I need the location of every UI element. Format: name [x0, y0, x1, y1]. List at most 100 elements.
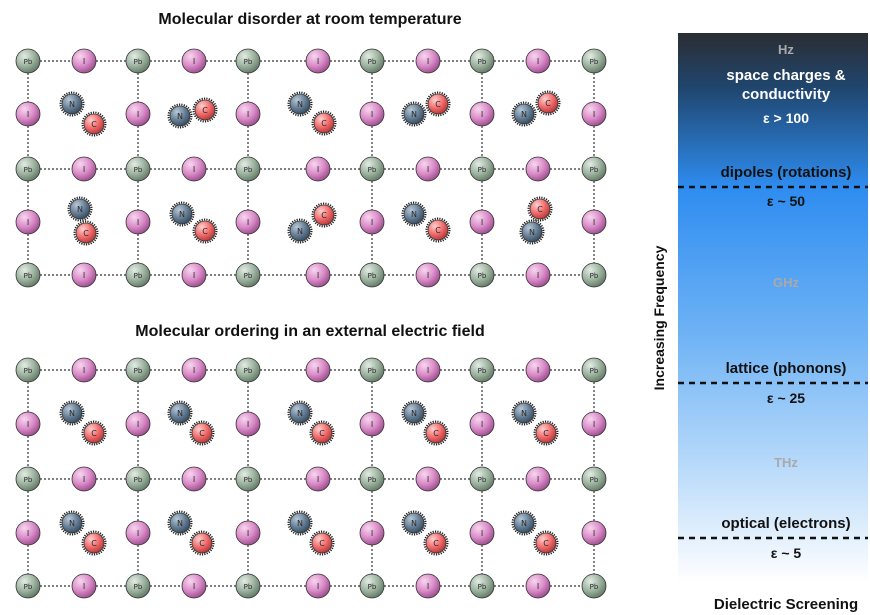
lead-atom: Pb — [581, 573, 607, 599]
atom-label: C — [91, 539, 97, 548]
atom-label: Pb — [134, 583, 143, 591]
methylammonium-molecule: NC — [401, 400, 449, 446]
lead-atom: Pb — [359, 262, 385, 288]
space-charges-label: space charges & — [726, 67, 845, 84]
methylammonium-molecule: NC — [401, 510, 449, 556]
lead-atom: Pb — [581, 262, 607, 288]
atom-label: Pb — [590, 583, 599, 591]
atom-label: C — [435, 226, 441, 235]
iodine-atom: I — [581, 520, 607, 546]
nitrogen-atom: N — [59, 510, 85, 536]
atom-label: I — [27, 420, 29, 429]
carbon-atom: C — [73, 220, 99, 246]
carbon-atom: C — [425, 91, 451, 117]
atom-label: I — [537, 271, 539, 280]
iodine-atom: I — [305, 262, 331, 288]
bottom-panel-title: Molecular ordering in an external electr… — [135, 323, 484, 340]
atom-label: N — [521, 519, 527, 528]
atom-label: I — [317, 475, 319, 484]
atom-label: Pb — [244, 476, 253, 484]
methylammonium-molecule: NC — [59, 91, 107, 137]
atom-label: N — [177, 519, 183, 528]
carbon-atom: C — [425, 217, 451, 243]
iodine-atom: I — [415, 156, 441, 182]
iodine-atom: I — [125, 209, 151, 235]
methylammonium-molecule: NC — [511, 510, 559, 556]
carbon-atom: C — [423, 530, 449, 556]
atom-label: C — [545, 99, 551, 108]
carbon-atom: C — [533, 530, 559, 556]
atom-label: I — [193, 57, 195, 66]
nitrogen-atom: N — [287, 91, 313, 117]
iodine-atom: I — [71, 262, 97, 288]
lead-atom: Pb — [235, 357, 261, 383]
atom-label: N — [297, 100, 303, 109]
atom-label: I — [193, 366, 195, 375]
atom-label: Pb — [24, 58, 33, 66]
atom-label: Pb — [590, 58, 599, 66]
atom-label: Pb — [244, 58, 253, 66]
methylammonium-molecule: NC — [287, 400, 335, 446]
lead-atom: Pb — [235, 466, 261, 492]
atom-label: I — [427, 57, 429, 66]
atom-label: I — [83, 582, 85, 591]
nitrogen-atom: N — [167, 400, 193, 426]
atom-label: I — [83, 475, 85, 484]
atom-label: Pb — [590, 166, 599, 174]
atom-label: Pb — [24, 166, 33, 174]
atom-label: I — [537, 582, 539, 591]
lead-atom: Pb — [469, 466, 495, 492]
eps-lattice-label: ε ~ 25 — [767, 390, 805, 406]
atom-label: Pb — [478, 166, 487, 174]
iodine-atom: I — [415, 357, 441, 383]
carbon-atom: C — [423, 420, 449, 446]
lead-atom: Pb — [359, 156, 385, 182]
atom-label: I — [193, 271, 195, 280]
lead-atom: Pb — [125, 357, 151, 383]
iodine-atom: I — [181, 466, 207, 492]
atom-label: C — [319, 429, 325, 438]
atom-label: Pb — [368, 583, 377, 591]
atom-label: I — [247, 218, 249, 227]
nitrogen-atom: N — [59, 400, 85, 426]
atom-label: C — [91, 120, 97, 129]
atom-label: Pb — [24, 367, 33, 375]
atom-label: Pb — [134, 367, 143, 375]
atom-label: I — [593, 529, 595, 538]
lead-atom: Pb — [235, 156, 261, 182]
atom-label: Pb — [368, 367, 377, 375]
methylammonium-molecule: NC — [287, 510, 335, 556]
iodine-atom: I — [581, 209, 607, 235]
atom-label: C — [202, 106, 208, 115]
methylammonium-molecule: NC — [67, 196, 99, 246]
lead-atom: Pb — [235, 262, 261, 288]
lead-atom: Pb — [15, 357, 41, 383]
atom-label: I — [27, 110, 29, 119]
nitrogen-atom: N — [519, 219, 545, 245]
iodine-atom: I — [359, 101, 385, 127]
lead-atom: Pb — [15, 573, 41, 599]
iodine-atom: I — [359, 411, 385, 437]
atom-label: Pb — [478, 476, 487, 484]
atom-label: I — [593, 110, 595, 119]
atom-label: C — [319, 539, 325, 548]
iodine-atom: I — [125, 520, 151, 546]
iodine-atom: I — [305, 466, 331, 492]
atom-label: Pb — [244, 583, 253, 591]
atom-label: N — [297, 409, 303, 418]
iodine-atom: I — [469, 209, 495, 235]
lead-atom: Pb — [235, 48, 261, 74]
atom-label: I — [247, 110, 249, 119]
atom-label: I — [593, 218, 595, 227]
dipoles-label: dipoles (rotations) — [721, 164, 852, 181]
iodine-atom: I — [305, 573, 331, 599]
methylammonium-molecule: NC — [287, 91, 337, 136]
iodine-atom: I — [181, 262, 207, 288]
atom-label: I — [481, 110, 483, 119]
atom-label: N — [297, 519, 303, 528]
atom-label: Pb — [590, 476, 599, 484]
atom-label: C — [199, 539, 205, 548]
atom-label: I — [137, 218, 139, 227]
atom-label: N — [69, 519, 75, 528]
atom-label: Pb — [368, 272, 377, 280]
